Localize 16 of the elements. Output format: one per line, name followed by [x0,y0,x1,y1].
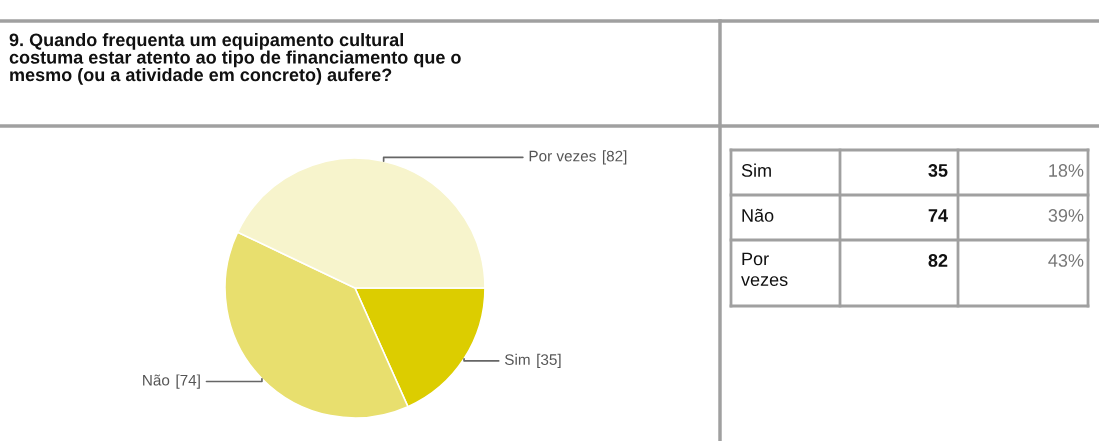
text: Sim [741,163,771,177]
text: 39% [1048,209,1084,222]
text: Não [742,208,774,222]
data-label: [74] [176,374,200,389]
text: 43% [1048,254,1084,267]
text: 82 [928,254,948,267]
slice-label: Por vezes [529,150,596,162]
slice-label: Não [143,374,170,386]
text: Por vezes [741,252,788,287]
slice-label: Sim [504,353,530,365]
chart-title: 9. Quando frequenta um equipamento cultural costuma estar atento ao tipo de financiamento que o mesmo (ou a atividade em concreto) aufere? [9,33,461,85]
data-label: [35] [537,353,561,369]
text: 74 [928,209,948,222]
text: 35 [928,164,948,177]
data-label: [82] [602,150,627,165]
text: 18% [1049,164,1084,177]
